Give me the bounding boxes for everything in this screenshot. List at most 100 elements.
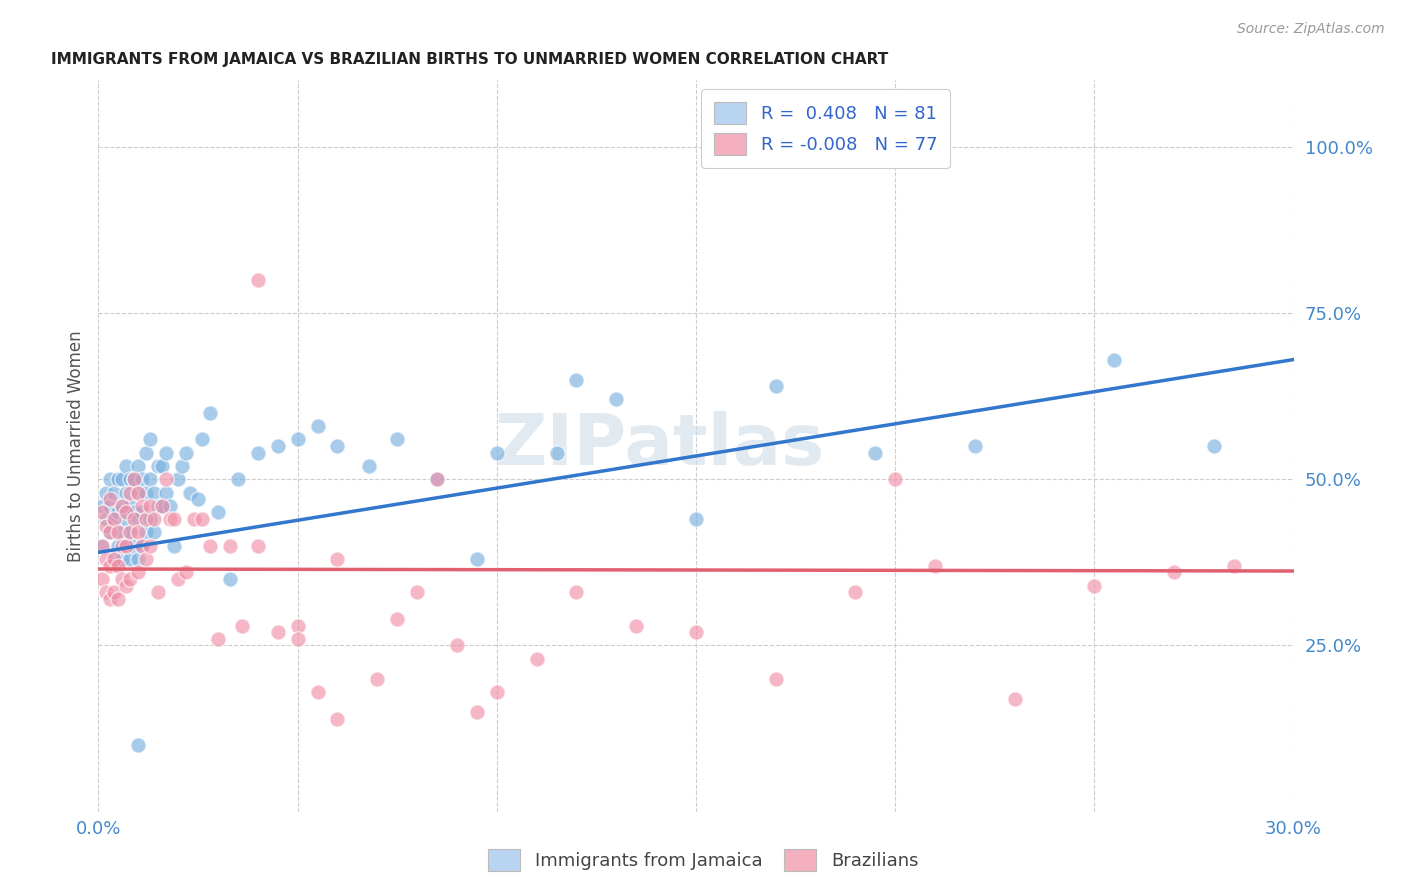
Point bbox=[91, 539, 114, 553]
Point bbox=[135, 512, 157, 526]
Point bbox=[135, 485, 157, 500]
Point bbox=[120, 525, 142, 540]
Point bbox=[307, 685, 329, 699]
Point bbox=[127, 512, 149, 526]
Point bbox=[385, 612, 409, 626]
Point bbox=[287, 632, 309, 646]
Legend: R =  0.408   N = 81, R = -0.008   N = 77: R = 0.408 N = 81, R = -0.008 N = 77 bbox=[702, 89, 950, 168]
Point bbox=[124, 506, 146, 520]
Text: Source: ZipAtlas.com: Source: ZipAtlas.com bbox=[1237, 22, 1385, 37]
Point bbox=[103, 552, 125, 566]
Point bbox=[143, 525, 166, 540]
Point bbox=[148, 499, 170, 513]
Text: IMMIGRANTS FROM JAMAICA VS BRAZILIAN BIRTHS TO UNMARRIED WOMEN CORRELATION CHART: IMMIGRANTS FROM JAMAICA VS BRAZILIAN BIR… bbox=[51, 52, 887, 67]
Point bbox=[1083, 579, 1105, 593]
Point bbox=[127, 566, 149, 580]
Point bbox=[111, 472, 134, 486]
Point bbox=[150, 499, 173, 513]
Point bbox=[150, 458, 173, 473]
Point bbox=[148, 458, 170, 473]
Point bbox=[120, 499, 142, 513]
Point bbox=[91, 572, 114, 586]
Point bbox=[565, 585, 588, 599]
Point bbox=[179, 485, 201, 500]
Point bbox=[115, 539, 138, 553]
Point bbox=[115, 539, 138, 553]
Point bbox=[111, 525, 134, 540]
Point bbox=[626, 618, 648, 632]
Point bbox=[120, 552, 142, 566]
Point bbox=[231, 618, 253, 632]
Point bbox=[91, 539, 114, 553]
Point bbox=[115, 506, 138, 520]
Point bbox=[124, 472, 146, 486]
Point bbox=[103, 512, 125, 526]
Point bbox=[111, 572, 134, 586]
Point bbox=[159, 499, 181, 513]
Point bbox=[174, 566, 197, 580]
Point bbox=[287, 433, 309, 447]
Point bbox=[107, 506, 129, 520]
Point bbox=[246, 539, 269, 553]
Point bbox=[120, 525, 142, 540]
Point bbox=[127, 738, 149, 752]
Point bbox=[191, 433, 214, 447]
Point bbox=[385, 433, 409, 447]
Point bbox=[1104, 352, 1126, 367]
Point bbox=[1004, 691, 1026, 706]
Point bbox=[163, 539, 186, 553]
Point bbox=[526, 652, 548, 666]
Point bbox=[115, 579, 138, 593]
Point bbox=[219, 539, 242, 553]
Point bbox=[246, 445, 269, 459]
Point bbox=[120, 485, 142, 500]
Point bbox=[103, 552, 125, 566]
Point bbox=[124, 472, 146, 486]
Point bbox=[191, 512, 214, 526]
Point bbox=[307, 419, 329, 434]
Point bbox=[111, 552, 134, 566]
Point bbox=[446, 639, 468, 653]
Point bbox=[98, 525, 122, 540]
Point bbox=[167, 572, 190, 586]
Point bbox=[1202, 439, 1225, 453]
Point bbox=[207, 632, 229, 646]
Point bbox=[127, 485, 149, 500]
Point bbox=[685, 512, 707, 526]
Point bbox=[167, 472, 190, 486]
Point bbox=[143, 512, 166, 526]
Point bbox=[139, 512, 162, 526]
Point bbox=[107, 525, 129, 540]
Point bbox=[187, 492, 209, 507]
Point bbox=[143, 485, 166, 500]
Point bbox=[120, 472, 142, 486]
Point bbox=[406, 585, 429, 599]
Point bbox=[135, 445, 157, 459]
Point bbox=[127, 458, 149, 473]
Point bbox=[426, 472, 449, 486]
Point bbox=[103, 585, 125, 599]
Point bbox=[107, 472, 129, 486]
Point bbox=[163, 512, 186, 526]
Point bbox=[267, 625, 290, 640]
Point bbox=[107, 558, 129, 573]
Point bbox=[219, 572, 242, 586]
Point bbox=[96, 512, 118, 526]
Point bbox=[326, 712, 349, 726]
Point bbox=[465, 552, 488, 566]
Point bbox=[98, 492, 122, 507]
Point bbox=[98, 525, 122, 540]
Point bbox=[135, 552, 157, 566]
Point bbox=[155, 445, 177, 459]
Point bbox=[98, 558, 122, 573]
Legend: Immigrants from Jamaica, Brazilians: Immigrants from Jamaica, Brazilians bbox=[481, 842, 925, 879]
Point bbox=[485, 685, 508, 699]
Point bbox=[1223, 558, 1246, 573]
Point bbox=[96, 585, 118, 599]
Point bbox=[426, 472, 449, 486]
Point bbox=[115, 485, 138, 500]
Point bbox=[207, 506, 229, 520]
Point bbox=[267, 439, 290, 453]
Point bbox=[98, 591, 122, 606]
Point bbox=[326, 439, 349, 453]
